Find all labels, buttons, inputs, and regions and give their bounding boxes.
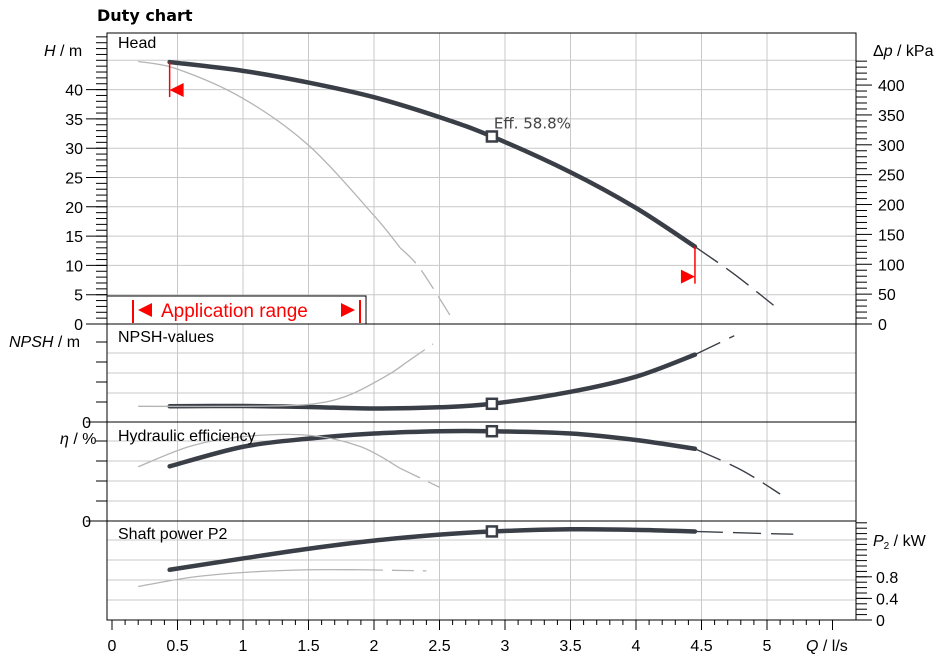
y-tick-label: 0 [82,514,91,531]
y-tick-label: 35 [65,112,83,129]
range-start-arrow [169,83,184,98]
efficiency-axis-label: η / % [60,431,96,448]
range-end-arrow [680,269,695,284]
y-tick-label: 20 [65,200,83,217]
npsh-axis-label: NPSH / m [9,334,80,351]
y-right-tick-label: 0.8 [876,570,898,587]
shaft-power-p2-curve-dashed-thin [360,569,427,572]
y-tick-label: 40 [65,83,83,100]
npsh-values-curve-main [167,352,698,411]
y-right-tick-label: 0 [876,613,885,630]
npsh-values-curve-dashed-thin [406,343,434,363]
head-curve-dashed [694,246,774,306]
shaft-power-p2-curve-dashed [694,530,794,535]
y-right-tick-label: 100 [878,257,905,274]
y-right-tick-label: 0.4 [876,591,898,608]
panel-title: Hydraulic efficiency [118,428,256,445]
hydraulic-efficiency-curve-dashed-thin [399,467,440,488]
shaft-power-p2-curve-thin [138,568,361,588]
application-range-arrow-right [341,303,355,317]
y-tick-label: 5 [74,288,83,305]
y-right-tick-label: 350 [878,108,905,125]
hydraulic-efficiency-curve-dashed [694,448,781,495]
panel-title: Shaft power P2 [118,526,228,543]
x-tick-label: 2 [370,638,379,655]
hydraulic-efficiency-curve-main [167,428,698,469]
y-right-tick-label: 0 [878,317,887,334]
head-axis-label: H / m [44,43,82,60]
x-tick-label: 2.5 [428,638,450,655]
y-right-tick-label: 50 [878,287,896,304]
duty-point-marker [485,397,499,411]
panel-title: Head [118,35,156,52]
head-curve-thin [138,60,401,249]
y-tick-label: 25 [65,171,83,188]
application-range-label: Application range [161,301,308,322]
x-tick-label: 4.5 [690,638,712,655]
x-tick-label: 1 [239,638,248,655]
x-tick-label: 4 [632,638,641,655]
duty-point-marker [485,525,499,538]
application-range-arrow-left [138,303,152,317]
x-tick-label: 3 [501,638,510,655]
y-tick-label: 15 [65,229,83,246]
pressure-axis-label: Δp / kPa [873,43,934,60]
duty-point-marker [485,424,499,438]
x-tick-label: 0.5 [166,638,188,655]
y-right-tick-label: 150 [878,227,905,244]
head-curve-dashed-thin [399,247,454,320]
x-tick-label: 0 [108,638,117,655]
y-tick-label: 10 [65,258,83,275]
panel-title: NPSH-values [118,329,214,346]
y-tick-label: 0 [82,415,91,432]
head-curve-main [167,59,698,249]
y-right-tick-label: 250 [878,168,905,185]
npsh-values-curve-dashed [694,335,735,356]
duty-point-marker [485,130,499,143]
shaft-power-p2-curve-main [167,526,698,573]
hydraulic-efficiency-curve-thin [137,433,401,469]
x-axis-label: Q / l/s [806,638,848,655]
x-tick-label: 1.5 [297,638,319,655]
y-right-tick-label: 200 [878,198,905,215]
y-right-tick-label: 400 [878,78,905,95]
y-right-tick-label: 300 [878,138,905,155]
x-tick-label: 5 [763,638,772,655]
efficiency-annotation: Eff. 58.8% [494,114,571,132]
plot-frame [106,32,857,621]
chart-title: Duty chart [97,6,193,25]
power-axis-label: P2 / kW [873,533,927,552]
npsh-values-curve-thin [138,361,408,408]
y-tick-label: 30 [65,141,83,158]
y-tick-label: 0 [74,317,83,334]
x-tick-label: 3.5 [559,638,581,655]
